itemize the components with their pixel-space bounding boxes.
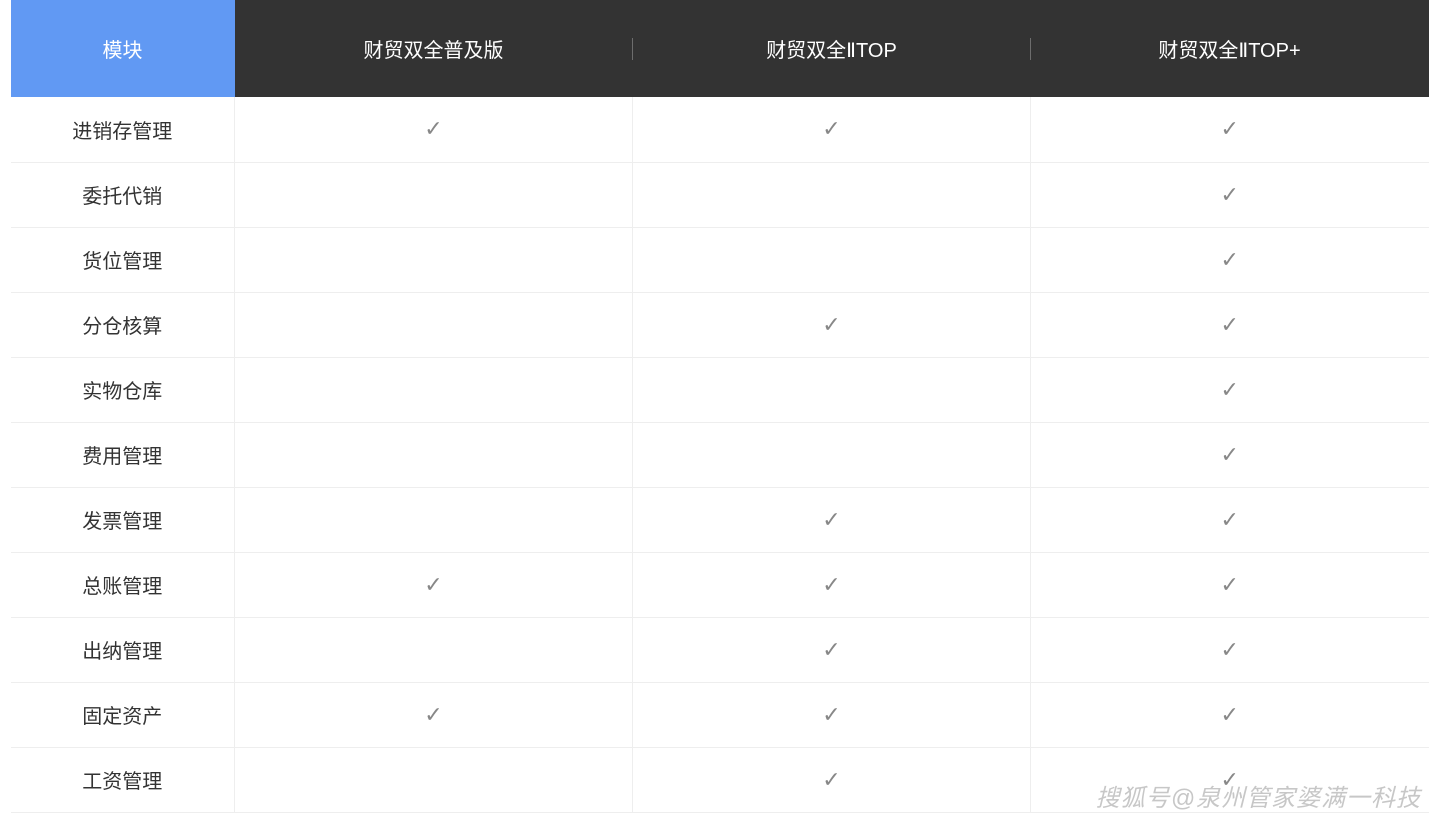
table-row: 发票管理 ✓✓ bbox=[11, 487, 1429, 552]
table-row: 分仓核算 ✓✓ bbox=[11, 292, 1429, 357]
feature-name-cell: 费用管理 bbox=[11, 422, 235, 487]
check-icon: ✓ bbox=[1031, 487, 1429, 552]
table-body: 进销存管理✓✓✓委托代销✓货位管理✓分仓核算✓✓实物仓库✓费用管理✓发票管理✓✓… bbox=[11, 97, 1429, 812]
header-plan-0-label: 财贸双全普及版 bbox=[364, 40, 504, 62]
feature-name-cell: 总账管理 bbox=[11, 552, 235, 617]
check-icon: ✓ bbox=[1031, 617, 1429, 682]
check-icon: ✓ bbox=[633, 552, 1031, 617]
empty-cell bbox=[633, 162, 1031, 227]
check-icon: ✓ bbox=[1031, 227, 1429, 292]
table-row: 工资管理 ✓✓ bbox=[11, 747, 1429, 812]
header-module: 模块 bbox=[11, 0, 235, 97]
feature-comparison-table: 模块 财贸双全普及版 财贸双全ⅡTOP 财贸双全ⅡTOP+ 进销存管理✓✓✓委托… bbox=[11, 0, 1429, 813]
table-row: 费用管理 ✓ bbox=[11, 422, 1429, 487]
check-icon: ✓ bbox=[633, 617, 1031, 682]
table-row: 货位管理 ✓ bbox=[11, 227, 1429, 292]
feature-name-cell: 进销存管理 bbox=[11, 97, 235, 162]
header-plan-2: 财贸双全ⅡTOP+ bbox=[1031, 0, 1429, 97]
feature-name-cell: 分仓核算 bbox=[11, 292, 235, 357]
check-icon: ✓ bbox=[633, 487, 1031, 552]
feature-name-cell: 发票管理 bbox=[11, 487, 235, 552]
check-icon: ✓ bbox=[633, 292, 1031, 357]
feature-name-cell: 工资管理 bbox=[11, 747, 235, 812]
feature-name-cell: 固定资产 bbox=[11, 682, 235, 747]
check-icon: ✓ bbox=[1031, 422, 1429, 487]
empty-cell bbox=[633, 422, 1031, 487]
empty-cell bbox=[235, 292, 633, 357]
table-row: 委托代销 ✓ bbox=[11, 162, 1429, 227]
empty-cell bbox=[235, 747, 633, 812]
table-row: 总账管理✓✓✓ bbox=[11, 552, 1429, 617]
empty-cell bbox=[235, 422, 633, 487]
empty-cell bbox=[633, 227, 1031, 292]
feature-name-cell: 货位管理 bbox=[11, 227, 235, 292]
feature-name-cell: 实物仓库 bbox=[11, 357, 235, 422]
check-icon: ✓ bbox=[1031, 747, 1429, 812]
empty-cell bbox=[633, 357, 1031, 422]
check-icon: ✓ bbox=[1031, 292, 1429, 357]
header-plan-1: 财贸双全ⅡTOP bbox=[633, 0, 1031, 97]
check-icon: ✓ bbox=[235, 682, 633, 747]
table-row: 实物仓库 ✓ bbox=[11, 357, 1429, 422]
check-icon: ✓ bbox=[633, 682, 1031, 747]
feature-name-cell: 出纳管理 bbox=[11, 617, 235, 682]
empty-cell bbox=[235, 617, 633, 682]
check-icon: ✓ bbox=[1031, 162, 1429, 227]
check-icon: ✓ bbox=[1031, 682, 1429, 747]
header-module-label: 模块 bbox=[103, 40, 143, 62]
table-row: 进销存管理✓✓✓ bbox=[11, 97, 1429, 162]
check-icon: ✓ bbox=[1031, 357, 1429, 422]
feature-name-cell: 委托代销 bbox=[11, 162, 235, 227]
check-icon: ✓ bbox=[633, 747, 1031, 812]
check-icon: ✓ bbox=[633, 97, 1031, 162]
empty-cell bbox=[235, 487, 633, 552]
empty-cell bbox=[235, 227, 633, 292]
check-icon: ✓ bbox=[235, 552, 633, 617]
check-icon: ✓ bbox=[1031, 97, 1429, 162]
empty-cell bbox=[235, 357, 633, 422]
table-row: 固定资产✓✓✓ bbox=[11, 682, 1429, 747]
check-icon: ✓ bbox=[235, 97, 633, 162]
empty-cell bbox=[235, 162, 633, 227]
check-icon: ✓ bbox=[1031, 552, 1429, 617]
header-plan-2-label: 财贸双全ⅡTOP+ bbox=[1158, 40, 1300, 62]
header-plan-0: 财贸双全普及版 bbox=[235, 0, 633, 97]
table-row: 出纳管理 ✓✓ bbox=[11, 617, 1429, 682]
table-header-row: 模块 财贸双全普及版 财贸双全ⅡTOP 财贸双全ⅡTOP+ bbox=[11, 0, 1429, 97]
header-plan-1-label: 财贸双全ⅡTOP bbox=[766, 40, 897, 62]
